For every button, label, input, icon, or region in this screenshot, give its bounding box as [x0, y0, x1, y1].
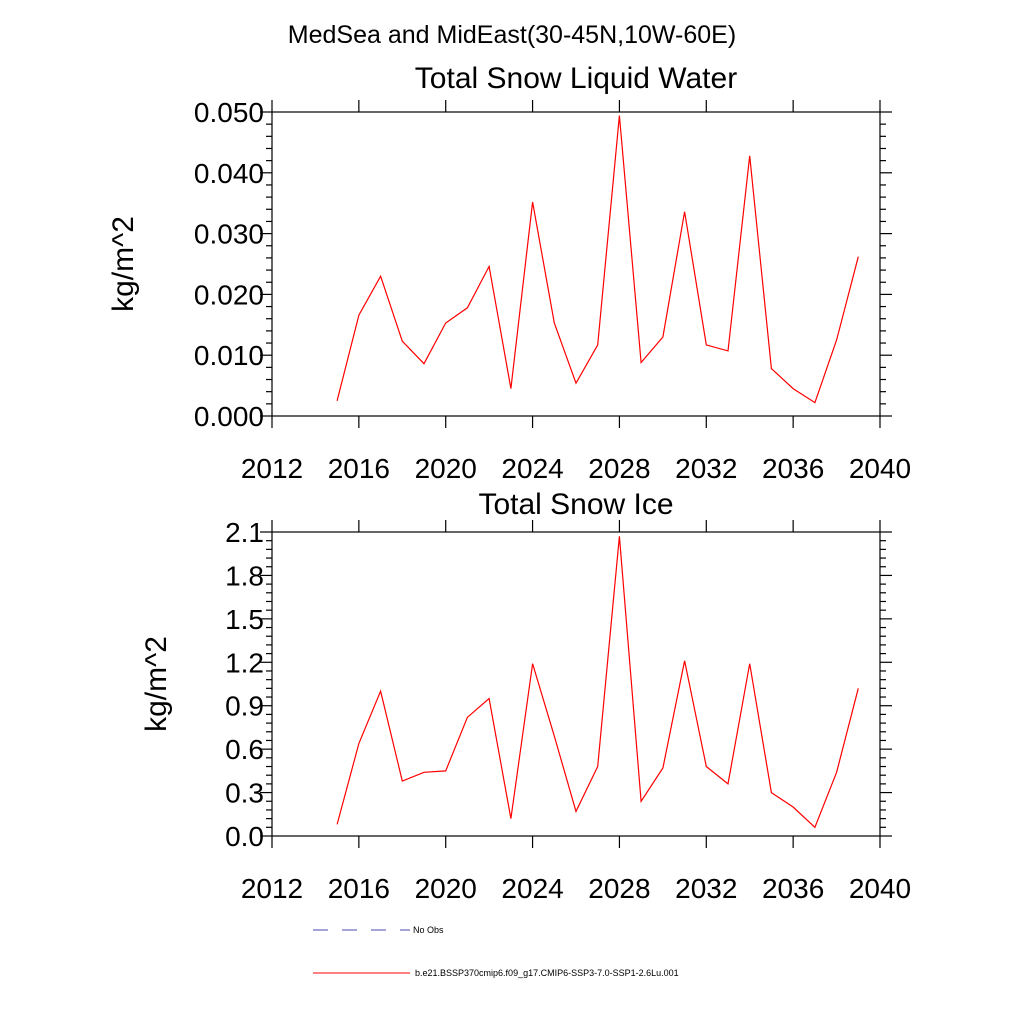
- series-layer: [336, 536, 859, 829]
- x-tick-label: 2012: [241, 453, 303, 484]
- x-tick-label: 2024: [501, 453, 563, 484]
- figure-suptitle: MedSea and MidEast(30-45N,10W-60E): [288, 21, 736, 49]
- y-tick-label: 2.1: [225, 517, 264, 548]
- y-tick-label: 0.040: [194, 158, 264, 189]
- panel-title: Total Snow Liquid Water: [415, 62, 737, 95]
- y-axis-label: kg/m^2: [140, 636, 173, 732]
- series-line: [336, 536, 859, 829]
- axis-ticks: [260, 520, 892, 848]
- legend-entry-no-obs: No Obs: [313, 925, 444, 935]
- y-tick-label: 0.030: [194, 219, 264, 250]
- legend-label: b.e21.BSSP370cmip6.f09_g17.CMIP6-SSP3-7.…: [415, 968, 679, 978]
- y-tick-label: 0.020: [194, 279, 264, 310]
- y-tick-label: 0.9: [225, 691, 264, 722]
- legend-label: No Obs: [413, 925, 444, 935]
- x-tick-label: 2040: [849, 873, 911, 904]
- y-tick-label: 0.000: [194, 401, 264, 432]
- legend-entry-model-run: b.e21.BSSP370cmip6.f09_g17.CMIP6-SSP3-7.…: [313, 968, 679, 978]
- x-tick-label: 2028: [588, 453, 650, 484]
- y-tick-label: 1.5: [225, 604, 264, 635]
- x-tick-label: 2032: [675, 873, 737, 904]
- y-tick-label: 0.6: [225, 734, 264, 765]
- y-tick-label: 1.8: [225, 560, 264, 591]
- x-tick-label: 2016: [328, 453, 390, 484]
- x-tick-label: 2036: [762, 453, 824, 484]
- x-tick-label: 2020: [415, 453, 477, 484]
- y-tick-label: 0.3: [225, 778, 264, 809]
- x-tick-label: 2036: [762, 873, 824, 904]
- x-tick-label: 2016: [328, 873, 390, 904]
- x-tick-label: 2024: [501, 873, 563, 904]
- y-tick-label: 0.010: [194, 340, 264, 371]
- x-tick-label: 2028: [588, 873, 650, 904]
- plot-frame: [271, 531, 881, 837]
- y-tick-label: 0.0: [225, 821, 264, 852]
- y-tick-label: 1.2: [225, 647, 264, 678]
- y-axis-label: kg/m^2: [107, 216, 140, 312]
- panel-snow-ice: Total Snow Ice kg/m^2 2012 2016 2020 2024 20…: [140, 488, 911, 904]
- tick-labels: 2012 2016 2020 2024 2028 2032 2036 2040 0.0 0.3 0.…: [225, 517, 911, 904]
- tick-labels: 2012 2016 2020 2024 2028 2032 2036 2040 0.000 0.0…: [194, 97, 911, 484]
- x-tick-label: 2032: [675, 453, 737, 484]
- plot-frame: [271, 111, 881, 417]
- legend: No Obs b.e21.BSSP370cmip6.f09_g17.CMIP6-…: [313, 925, 679, 978]
- panel-snow-liquid-water: Total Snow Liquid Water kg/m^2 2012 2016 2…: [107, 62, 911, 484]
- x-tick-label: 2020: [415, 873, 477, 904]
- axis-ticks: [260, 100, 892, 428]
- x-tick-label: 2040: [849, 453, 911, 484]
- panel-title: Total Snow Ice: [478, 488, 673, 521]
- series-line: [336, 115, 859, 404]
- x-tick-label: 2012: [241, 873, 303, 904]
- y-tick-label: 0.050: [194, 97, 264, 128]
- series-layer: [336, 115, 859, 404]
